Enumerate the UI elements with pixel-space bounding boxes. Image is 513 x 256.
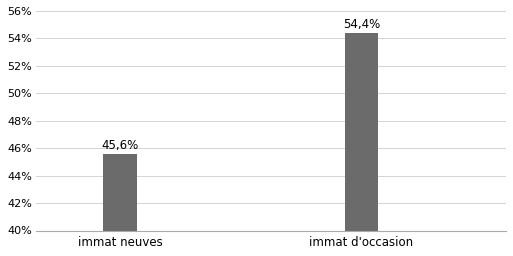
Bar bbox=[345, 33, 378, 256]
Text: 45,6%: 45,6% bbox=[102, 139, 139, 152]
Text: 54,4%: 54,4% bbox=[343, 18, 380, 31]
Bar bbox=[104, 154, 137, 256]
